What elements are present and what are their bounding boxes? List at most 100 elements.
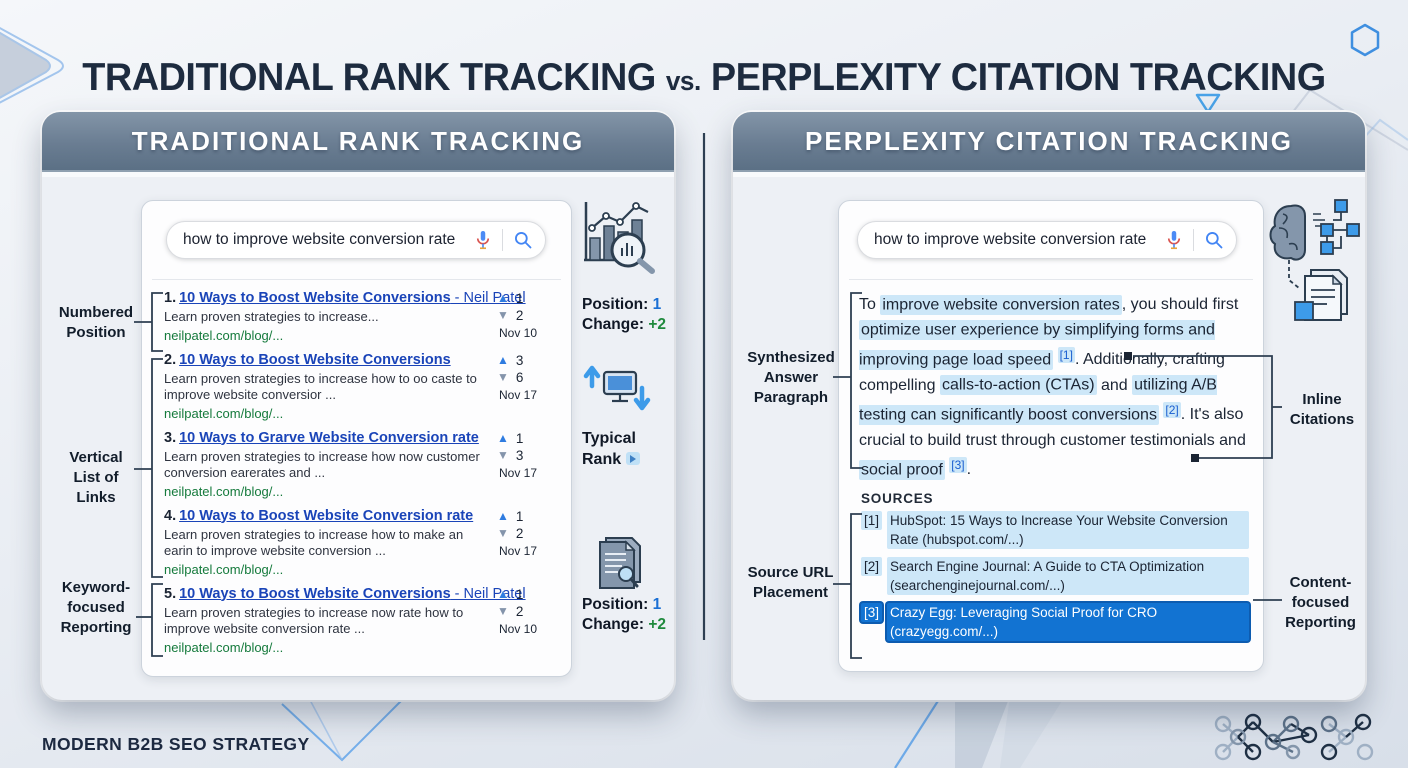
- source-text: Search Engine Journal: A Guide to CTA Op…: [887, 557, 1249, 595]
- search-results: 1. 10 Ways to Boost Website Conversions -…: [142, 287, 571, 672]
- panel-traditional: TRADITIONAL RANK TRACKING how to improve…: [42, 112, 674, 700]
- label-keyword-reporting: Keyword-focused Reporting: [60, 579, 132, 636]
- search-result-row: 4. 10 Ways to Boost Website Conversion ra…: [164, 507, 563, 578]
- panel-traditional-header: TRADITIONAL RANK TRACKING: [42, 112, 674, 172]
- rank-down-icon: ▼: [497, 603, 509, 618]
- search-bar[interactable]: how to improve website conversion rate: [857, 221, 1237, 259]
- label-synthesized-answer: Synthesized Answer Paragraph: [747, 349, 835, 406]
- search-result-row: 3. 10 Ways to Grarve Website Conversion r…: [164, 429, 563, 500]
- rank-change-block: ▲ 3 ▼ 6 Nov 17: [497, 352, 561, 402]
- result-url[interactable]: neilpatel.com/blog/...: [164, 483, 284, 499]
- highlighted-phrase: social proof: [859, 459, 945, 480]
- panel-perplexity: PERPLEXITY CITATION TRACKING how to impr…: [733, 112, 1365, 700]
- result-description: Learn proven strategies to increase how …: [164, 448, 480, 481]
- title-vs: vs.: [665, 66, 701, 97]
- result-link[interactable]: 10 Ways to Boost Website Conversions: [179, 290, 451, 306]
- rank-down-value: 6: [515, 369, 524, 385]
- rank-date: Nov 17: [499, 465, 538, 480]
- highlighted-phrase: improve website conversion rates: [880, 294, 1122, 315]
- citation-marker[interactable]: [2]: [1163, 402, 1181, 418]
- rank-up-icon: ▲: [497, 586, 509, 601]
- rank-up-value: 3: [515, 352, 524, 368]
- citation-marker[interactable]: [1]: [1057, 347, 1075, 363]
- source-text: Crazy Egg: Leveraging Social Proof for C…: [887, 603, 1249, 641]
- search-result-row: 5. 10 Ways to Boost Website Conversions -…: [164, 585, 563, 656]
- search-icon[interactable]: [1204, 230, 1224, 250]
- highlighted-phrase: calls-to-action (CTAs): [939, 375, 1097, 395]
- result-url[interactable]: neilpatel.com/blog/...: [164, 639, 284, 655]
- bottom-center-decoration: [894, 689, 1065, 768]
- result-description: Learn proven strategies to increase...: [164, 309, 379, 324]
- rank-snapshot-top: Position: 1 Change: +2: [582, 296, 666, 333]
- result-title-line: 3. 10 Ways to Grarve Website Conversion r…: [164, 429, 493, 448]
- source-ref: [2]: [861, 557, 883, 576]
- rank-change-block: ▲ 1 ▼ 2 Nov 10: [497, 290, 561, 340]
- search-bar[interactable]: how to improve website conversion rate: [166, 221, 546, 259]
- search-icon[interactable]: [513, 230, 533, 250]
- result-link-suffix[interactable]: - Neil Patel: [450, 290, 526, 306]
- answer-text: and: [1096, 376, 1133, 394]
- footer-tagline: MODERN B2B SEO STRATEGY: [42, 734, 310, 754]
- answer-text: To: [859, 296, 881, 313]
- panel-perplexity-header: PERPLEXITY CITATION TRACKING: [733, 112, 1365, 172]
- rank-down-icon: ▼: [497, 369, 509, 384]
- result-title-line: 2. 10 Ways to Boost Website Conversions: [164, 351, 493, 370]
- title-right: PERPLEXITY CITATION TRACKING: [700, 56, 1326, 100]
- title-left: TRADITIONAL RANK TRACKING: [82, 56, 666, 100]
- result-link-suffix[interactable]: - Neil Patel: [450, 585, 526, 602]
- report-document-icon: [599, 537, 641, 589]
- rank-up-value: 1: [515, 508, 524, 524]
- search-query: how to improve website conversion rate: [183, 231, 456, 248]
- label-inline-citations: Inline Citations: [1289, 391, 1355, 428]
- rank-up-icon: ▲: [497, 352, 509, 367]
- result-url[interactable]: neilpatel.com/blog/...: [164, 561, 284, 577]
- result-url[interactable]: neilpatel.com/blog/...: [164, 405, 284, 421]
- typical-rank-label: Typical Rank: [582, 428, 662, 470]
- source-item[interactable]: [1] HubSpot: 15 Ways to Increase Your We…: [861, 511, 1249, 549]
- microphone-icon[interactable]: [1165, 229, 1183, 251]
- label-numbered-position: Numbered Position: [58, 304, 134, 341]
- rank-down-icon: ▼: [497, 447, 509, 462]
- rank-date: Nov 10: [499, 326, 538, 340]
- rank-up-value: 1: [515, 291, 524, 306]
- change-value: +2: [648, 616, 666, 633]
- result-description: Learn proven strategies to increase how …: [164, 526, 464, 559]
- source-text: HubSpot: 15 Ways to Increase Your Websit…: [887, 511, 1249, 549]
- sources-title: SOURCES: [861, 491, 934, 506]
- result-url[interactable]: neilpatel.com/blog/...: [164, 327, 284, 343]
- citation-marker[interactable]: [3]: [949, 457, 967, 473]
- result-link[interactable]: 10 Ways to Boost Website Conversions: [179, 585, 451, 602]
- ai-brain-citation-icon: [1269, 199, 1360, 321]
- rank-down-value: 3: [515, 447, 524, 463]
- rank-down-icon: ▼: [497, 308, 509, 322]
- cursor-icon: [625, 452, 640, 465]
- result-number: 5.: [164, 585, 177, 602]
- typical-rank-icon: [583, 365, 651, 411]
- sources-list: [1] HubSpot: 15 Ways to Increase Your We…: [861, 511, 1249, 649]
- result-link[interactable]: 10 Ways to Boost Website Conversion rate: [179, 507, 474, 524]
- label-content-reporting: Content-focused Reporting: [1285, 574, 1356, 631]
- rank-change-block: ▲ 1 ▼ 2 Nov 17: [497, 508, 561, 558]
- network-nodes-decoration: [1214, 713, 1374, 761]
- position-value: 1: [652, 596, 662, 613]
- result-link[interactable]: 10 Ways to Boost Website Conversions: [179, 351, 451, 368]
- result-link[interactable]: 10 Ways to Grarve Website Conversion rat…: [179, 429, 479, 446]
- search-result-row: 2. 10 Ways to Boost Website Conversions L…: [164, 351, 563, 422]
- source-item[interactable]: [2] Search Engine Journal: A Guide to CT…: [861, 557, 1249, 595]
- rank-date: Nov 10: [499, 621, 538, 636]
- position-value: 1: [652, 296, 662, 313]
- search-result-row: 1. 10 Ways to Boost Website Conversions -…: [164, 289, 563, 344]
- panel-traditional-body: [42, 172, 674, 700]
- answer-divider: [849, 279, 1253, 280]
- rank-chart-icon: [584, 202, 655, 274]
- result-number: 1.: [164, 290, 177, 306]
- rank-down-value: 2: [515, 525, 524, 541]
- microphone-icon[interactable]: [474, 229, 492, 251]
- page-title: TRADITIONAL RANK TRACKING vs. PERPLEXITY…: [21, 56, 1387, 100]
- source-item[interactable]: [3] Crazy Egg: Leveraging Social Proof f…: [861, 603, 1249, 641]
- rank-up-icon: ▲: [497, 430, 509, 445]
- rank-snapshot-bottom: Position: 1 Change: +2: [582, 596, 666, 633]
- hexagon-icon: [1350, 23, 1380, 57]
- label-vertical-list: Vertical List of Links: [69, 449, 123, 506]
